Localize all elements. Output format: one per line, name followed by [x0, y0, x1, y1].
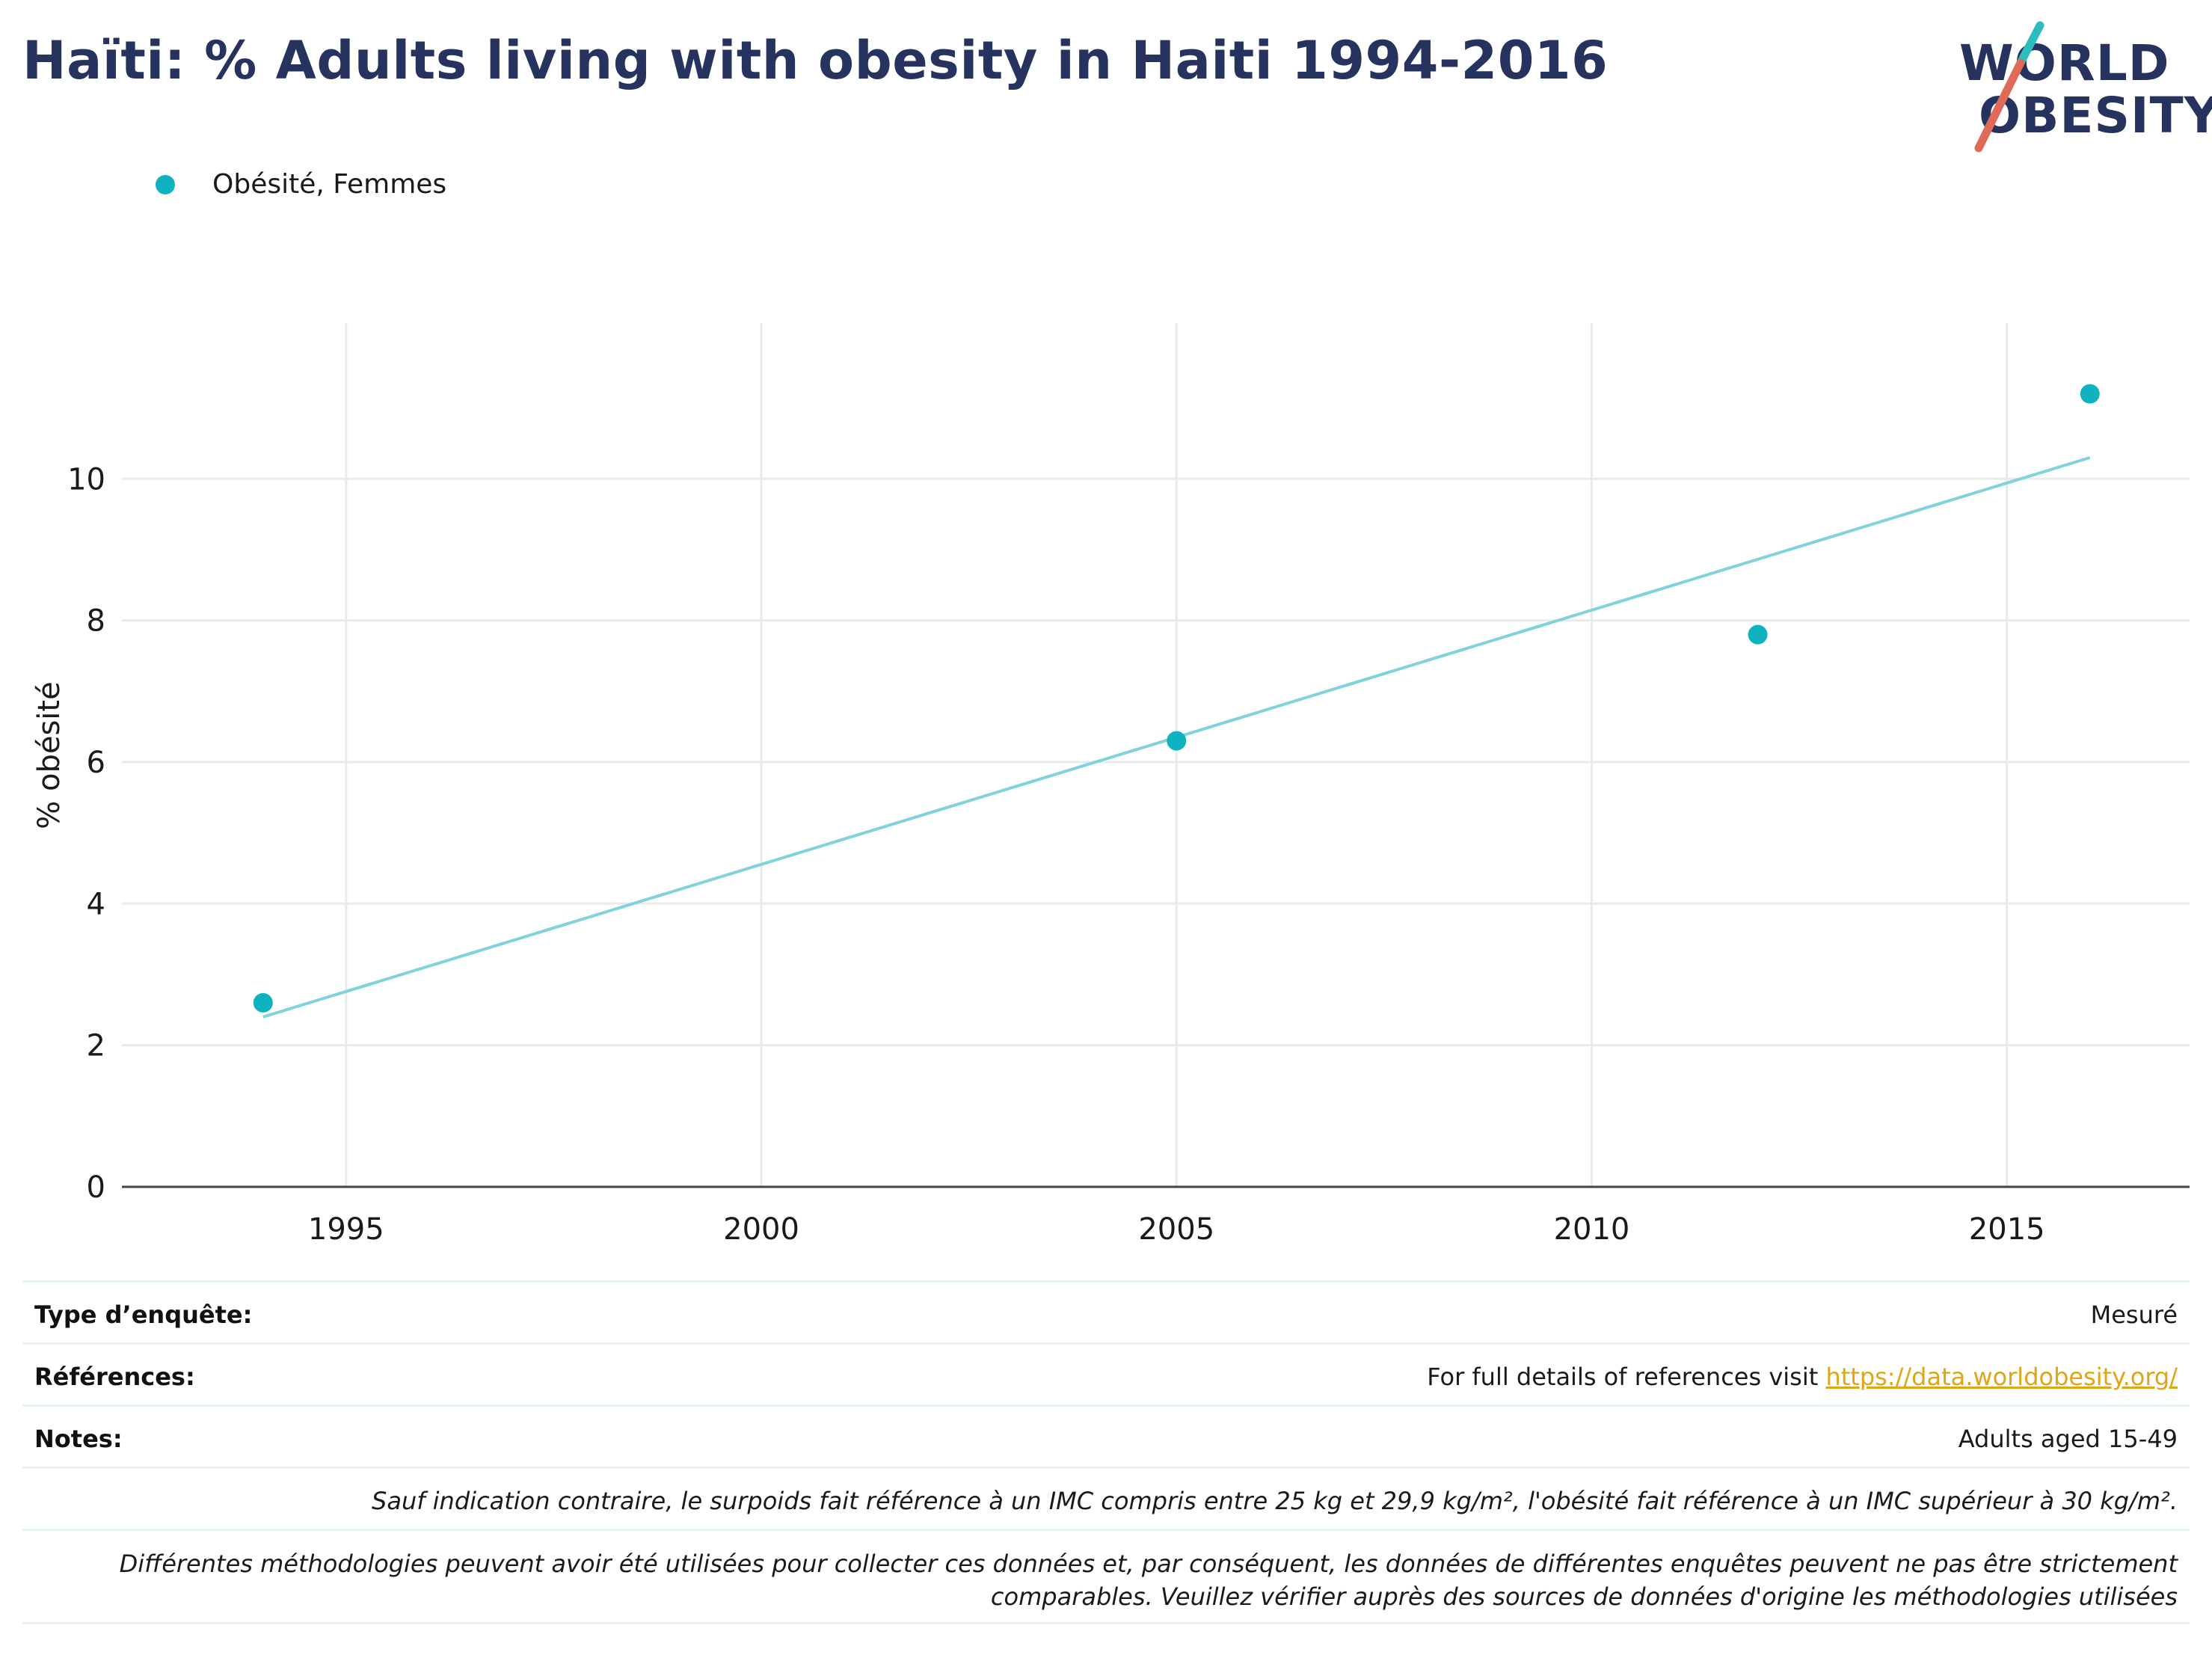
- logo-line-world: WORLD: [1959, 34, 2170, 92]
- legend-label: Obésité, Femmes: [212, 169, 447, 200]
- info-row-method-note: Différentes méthodologies peuvent avoir …: [22, 1529, 2190, 1624]
- notes-value: Adults aged 15-49: [1958, 1425, 2178, 1453]
- info-row-survey-type: Type d’enquête: Mesuré: [22, 1280, 2190, 1342]
- info-table: Type d’enquête: Mesuré Références: For f…: [22, 1280, 2190, 1624]
- logo-slash-icon: [1974, 21, 2044, 153]
- logo-line-obesity: OBESITY: [1979, 87, 2212, 144]
- x-tick-label: 2005: [1138, 1212, 1214, 1247]
- references-link[interactable]: https://data.worldobesity.org/: [1825, 1363, 2178, 1391]
- y-tick-label: 10: [67, 462, 105, 497]
- references-label: Références:: [34, 1363, 195, 1391]
- chart-legend[interactable]: Obésité, Femmes: [156, 169, 446, 200]
- x-tick-label: 2000: [723, 1212, 799, 1247]
- y-tick-label: 4: [87, 887, 105, 921]
- method-note-line-2: comparables. Veuillez vérifier auprès de…: [990, 1582, 2178, 1611]
- data-point: [1748, 624, 1768, 645]
- y-tick-label: 6: [87, 746, 105, 780]
- data-point: [2080, 384, 2100, 404]
- info-row-notes: Notes: Adults aged 15-49: [22, 1404, 2190, 1467]
- notes-label: Notes:: [34, 1425, 123, 1453]
- method-note-line-1: Différentes méthodologies peuvent avoir …: [119, 1550, 2178, 1578]
- y-tick-label: 2: [87, 1029, 105, 1063]
- y-axis-label: % obésité: [32, 681, 67, 829]
- data-point: [1167, 731, 1187, 751]
- x-tick-label: 1995: [308, 1212, 384, 1247]
- page-title: Haïti: % Adults living with obesity in H…: [22, 30, 1609, 91]
- references-text: For full details of references visit: [1427, 1363, 1826, 1391]
- references-value: For full details of references visit htt…: [1427, 1363, 2178, 1391]
- survey-type-value: Mesuré: [2090, 1301, 2178, 1329]
- y-tick-label: 8: [87, 604, 105, 639]
- bmi-note: Sauf indication contraire, le surpoids f…: [372, 1487, 2178, 1515]
- survey-type-label: Type d’enquête:: [34, 1301, 253, 1329]
- y-tick-label: 0: [87, 1170, 105, 1205]
- legend-marker-icon: [156, 174, 175, 194]
- info-row-bmi-note: Sauf indication contraire, le surpoids f…: [22, 1467, 2190, 1529]
- x-tick-label: 2015: [1969, 1212, 2045, 1247]
- method-note: Différentes méthodologies peuvent avoir …: [120, 1547, 2178, 1613]
- scatter-chart: 0 2 4 6 8 10 1995 2000 2005 2010 2015: [67, 323, 2190, 1247]
- data-point: [253, 992, 273, 1013]
- x-tick-label: 2010: [1554, 1212, 1630, 1247]
- world-obesity-logo: WORLD OBESITY: [1952, 21, 2212, 156]
- info-row-references: Références: For full details of referenc…: [22, 1342, 2190, 1404]
